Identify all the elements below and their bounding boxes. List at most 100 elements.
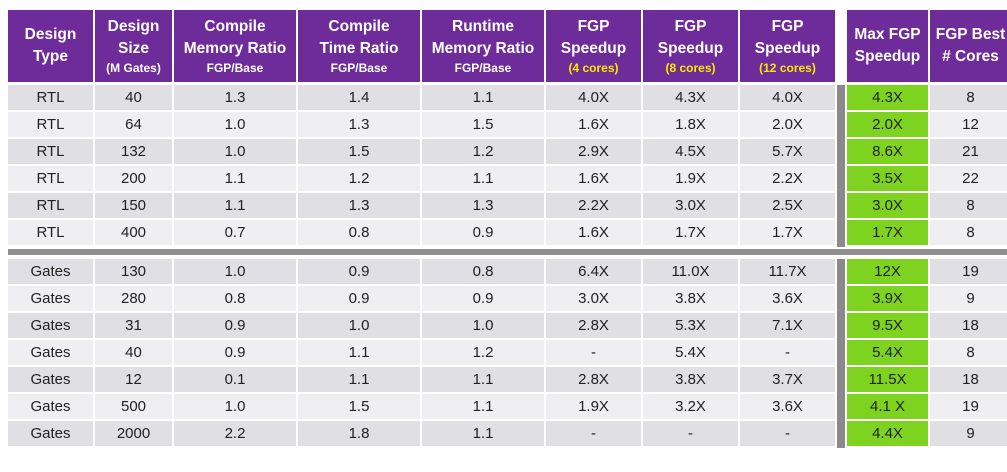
cell-speedup-4-cores: 4.0X: [546, 85, 641, 112]
cell-design-size: 2000: [95, 421, 172, 448]
header-line: Memory Ratio: [183, 40, 287, 57]
cell-runtime-memory-ratio: 1.2: [422, 340, 544, 367]
cell-compile-memory-ratio: 0.9: [174, 340, 296, 367]
column-separator: [837, 313, 845, 340]
header-subtitle: FGP/Base: [330, 61, 388, 75]
cell-design-type: Gates: [8, 259, 93, 286]
cell-speedup-12-cores: 1.7X: [740, 220, 835, 247]
header-design-size: Design Size (M Gates): [95, 10, 172, 83]
cell-speedup-4-cores: 2.8X: [546, 367, 641, 394]
cell-speedup-4-cores: 1.6X: [546, 166, 641, 193]
cell-compile-memory-ratio: 1.1: [174, 166, 296, 193]
cell-design-size: 40: [95, 340, 172, 367]
cell-speedup-4-cores: 1.6X: [546, 220, 641, 247]
cell-design-type: RTL: [8, 193, 93, 220]
cell-speedup-12-cores: 3.6X: [740, 394, 835, 421]
header-line: FGP: [771, 18, 804, 35]
header-line: FGP Best: [935, 26, 1006, 43]
cell-speedup-12-cores: 4.0X: [740, 85, 835, 112]
cell-design-size: 130: [95, 259, 172, 286]
cell-compile-time-ratio: 1.1: [298, 367, 420, 394]
cell-best-cores: 18: [930, 313, 1007, 340]
cell-compile-time-ratio: 0.9: [298, 286, 420, 313]
cell-max-speedup: 11.5X: [847, 367, 928, 394]
header-max-speedup: Max FGP Speedup: [847, 10, 928, 83]
cell-speedup-12-cores: -: [740, 421, 835, 448]
cell-compile-time-ratio: 0.8: [298, 220, 420, 247]
cell-best-cores: 9: [930, 421, 1007, 448]
cell-max-speedup: 4.4X: [847, 421, 928, 448]
cell-runtime-memory-ratio: 1.5: [422, 112, 544, 139]
cell-speedup-4-cores: 6.4X: [546, 259, 641, 286]
cell-runtime-memory-ratio: 1.1: [422, 367, 544, 394]
header-line: Compile: [204, 18, 266, 35]
cell-runtime-memory-ratio: 0.9: [422, 220, 544, 247]
cell-max-speedup: 12X: [847, 259, 928, 286]
cell-best-cores: 18: [930, 367, 1007, 394]
cell-best-cores: 19: [930, 394, 1007, 421]
cell-speedup-8-cores: -: [643, 421, 738, 448]
cell-speedup-4-cores: 2.2X: [546, 193, 641, 220]
header-subtitle: (8 cores): [665, 61, 716, 75]
cell-compile-memory-ratio: 1.1: [174, 193, 296, 220]
header-line: Speedup: [657, 40, 724, 57]
header-design-type: Design Type: [8, 10, 93, 83]
column-separator: [837, 85, 845, 112]
header-speedup-8-cores: FGP Speedup (8 cores): [643, 10, 738, 83]
cell-best-cores: 12: [930, 112, 1007, 139]
cell-max-speedup: 9.5X: [847, 313, 928, 340]
cell-runtime-memory-ratio: 1.3: [422, 193, 544, 220]
header-best-cores: FGP Best # Cores: [930, 10, 1007, 83]
cell-speedup-12-cores: 3.7X: [740, 367, 835, 394]
cell-speedup-12-cores: 2.0X: [740, 112, 835, 139]
cell-design-type: Gates: [8, 421, 93, 448]
group-separator: [8, 249, 1007, 255]
header-line: Speedup: [560, 40, 627, 57]
cell-design-type: RTL: [8, 85, 93, 112]
cell-speedup-8-cores: 11.0X: [643, 259, 738, 286]
cell-design-size: 31: [95, 313, 172, 340]
column-separator: [837, 259, 845, 286]
header-line: Max FGP: [854, 26, 921, 43]
header-runtime-memory-ratio: Runtime Memory Ratio FGP/Base: [422, 10, 544, 83]
header-line: Memory Ratio: [431, 40, 535, 57]
cell-best-cores: 8: [930, 85, 1007, 112]
column-separator: [837, 340, 845, 367]
cell-best-cores: 22: [930, 166, 1007, 193]
header-subtitle: (4 cores): [568, 61, 619, 75]
cell-runtime-memory-ratio: 0.9: [422, 286, 544, 313]
header-line: Type: [32, 48, 69, 65]
cell-design-type: Gates: [8, 313, 93, 340]
cell-runtime-memory-ratio: 1.1: [422, 166, 544, 193]
cell-speedup-8-cores: 5.4X: [643, 340, 738, 367]
cell-best-cores: 8: [930, 340, 1007, 367]
header-line: Design: [24, 26, 77, 43]
column-separator: [837, 367, 845, 394]
cell-compile-memory-ratio: 0.8: [174, 286, 296, 313]
cell-speedup-12-cores: 11.7X: [740, 259, 835, 286]
header-separator: [837, 10, 845, 82]
cell-speedup-8-cores: 1.8X: [643, 112, 738, 139]
header-line: Time Ratio: [319, 40, 399, 57]
cell-speedup-12-cores: 7.1X: [740, 313, 835, 340]
cell-speedup-8-cores: 1.9X: [643, 166, 738, 193]
cell-design-type: Gates: [8, 340, 93, 367]
cell-design-type: RTL: [8, 139, 93, 166]
header-line: Speedup: [854, 48, 921, 65]
cell-compile-time-ratio: 1.0: [298, 313, 420, 340]
cell-max-speedup: 4.3X: [847, 85, 928, 112]
cell-max-speedup: 3.9X: [847, 286, 928, 313]
cell-max-speedup: 3.5X: [847, 166, 928, 193]
cell-design-size: 12: [95, 367, 172, 394]
table-grid: Design Type Design Size (M Gates) Compile Memo…: [8, 10, 1007, 448]
cell-compile-memory-ratio: 0.9: [174, 313, 296, 340]
cell-compile-time-ratio: 1.3: [298, 112, 420, 139]
column-separator: [837, 193, 845, 220]
cell-max-speedup: 8.6X: [847, 139, 928, 166]
cell-compile-memory-ratio: 1.0: [174, 139, 296, 166]
column-separator: [837, 421, 845, 448]
cell-design-size: 400: [95, 220, 172, 247]
cell-design-type: RTL: [8, 220, 93, 247]
cell-speedup-8-cores: 4.5X: [643, 139, 738, 166]
header-line: Runtime: [452, 18, 514, 35]
